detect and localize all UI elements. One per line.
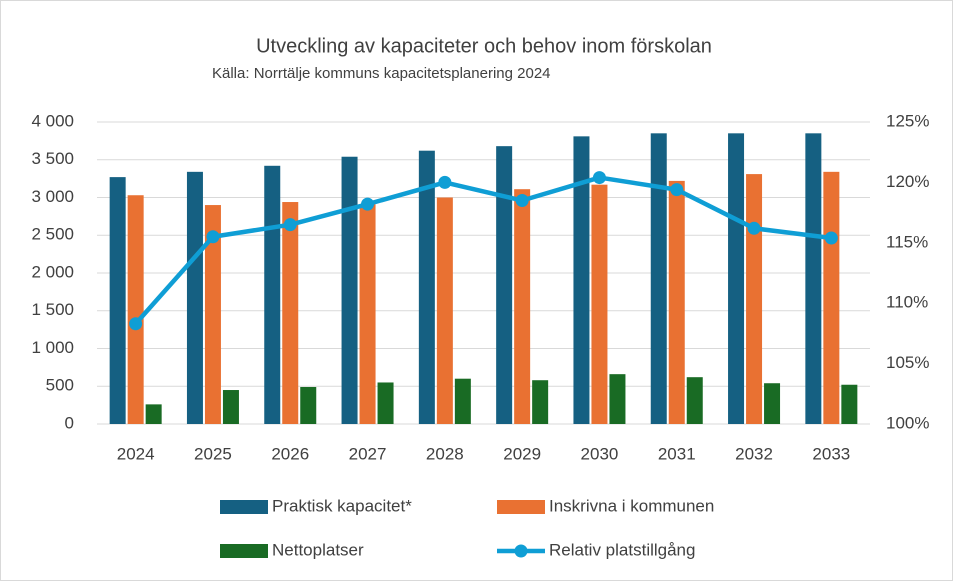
bar [496, 146, 513, 424]
y2-tick-label: 120% [886, 172, 929, 191]
bar [573, 136, 590, 424]
bar [532, 380, 549, 424]
line-marker [747, 221, 761, 235]
legend-swatch [220, 500, 268, 514]
chart-title: Utveckling av kapaciteter och behov inom… [256, 35, 712, 57]
y-tick-label: 500 [46, 376, 74, 395]
bar [764, 383, 781, 424]
bar [127, 195, 144, 424]
line-marker [438, 175, 452, 189]
line-marker [670, 183, 684, 197]
bar [436, 197, 453, 424]
bar [300, 387, 317, 424]
x-tick-label: 2027 [349, 444, 387, 463]
x-tick-label: 2033 [812, 444, 850, 463]
bar [454, 378, 471, 424]
y2-tick-label: 110% [886, 293, 928, 312]
bar [728, 133, 745, 424]
bar [841, 384, 858, 424]
bar [823, 171, 840, 424]
bar [514, 189, 531, 424]
y2-tick-label: 105% [886, 353, 929, 372]
y2-tick-label: 115% [886, 232, 928, 251]
line-marker [824, 231, 838, 245]
bar [359, 204, 376, 424]
x-tick-label: 2032 [735, 444, 773, 463]
y-tick-label: 3 500 [31, 149, 74, 168]
bar [341, 156, 358, 425]
bar [418, 150, 435, 424]
bar [805, 133, 822, 424]
bar [109, 177, 126, 424]
x-tick-label: 2024 [117, 444, 155, 463]
bar [746, 174, 763, 424]
bar [186, 171, 203, 424]
y2-tick-label: 125% [886, 111, 929, 130]
bar [222, 390, 239, 424]
x-tick-label: 2031 [658, 444, 696, 463]
y2-tick-label: 100% [886, 413, 929, 432]
legend-marker [514, 544, 528, 558]
bar [377, 382, 394, 424]
legend-label: Nettoplatser [272, 540, 364, 559]
x-tick-label: 2028 [426, 444, 464, 463]
line-marker [283, 218, 297, 232]
x-tick-label: 2026 [271, 444, 309, 463]
line-marker [361, 197, 375, 211]
legend-label: Relativ platstillgång [549, 540, 695, 559]
bar [650, 133, 667, 424]
line-marker [515, 194, 529, 208]
y-tick-label: 0 [65, 413, 74, 432]
bar [668, 180, 685, 424]
bar [591, 184, 608, 424]
y-tick-label: 2 000 [31, 262, 74, 281]
bar [282, 202, 299, 424]
bar [145, 404, 162, 424]
y-tick-label: 2 500 [31, 225, 74, 244]
legend-label: Inskrivna i kommunen [549, 496, 714, 515]
bar [609, 374, 626, 424]
bar [204, 205, 221, 424]
legend-swatch [220, 544, 268, 558]
legend-swatch [497, 500, 545, 514]
y-tick-label: 1 000 [31, 338, 74, 357]
y-tick-label: 4 000 [31, 111, 74, 130]
y-tick-label: 3 000 [31, 187, 74, 206]
x-tick-label: 2029 [503, 444, 541, 463]
x-tick-label: 2025 [194, 444, 232, 463]
chart-subtitle: Källa: Norrtälje kommuns kapacitetsplane… [212, 65, 551, 82]
bar [264, 165, 281, 425]
line-marker [592, 171, 606, 185]
line-marker [129, 317, 143, 331]
legend-label: Praktisk kapacitet* [272, 496, 412, 515]
bar [686, 377, 703, 424]
line-series [133, 175, 832, 326]
y-tick-label: 1 500 [31, 300, 74, 319]
x-tick-label: 2030 [581, 444, 619, 463]
line-marker [206, 230, 220, 244]
